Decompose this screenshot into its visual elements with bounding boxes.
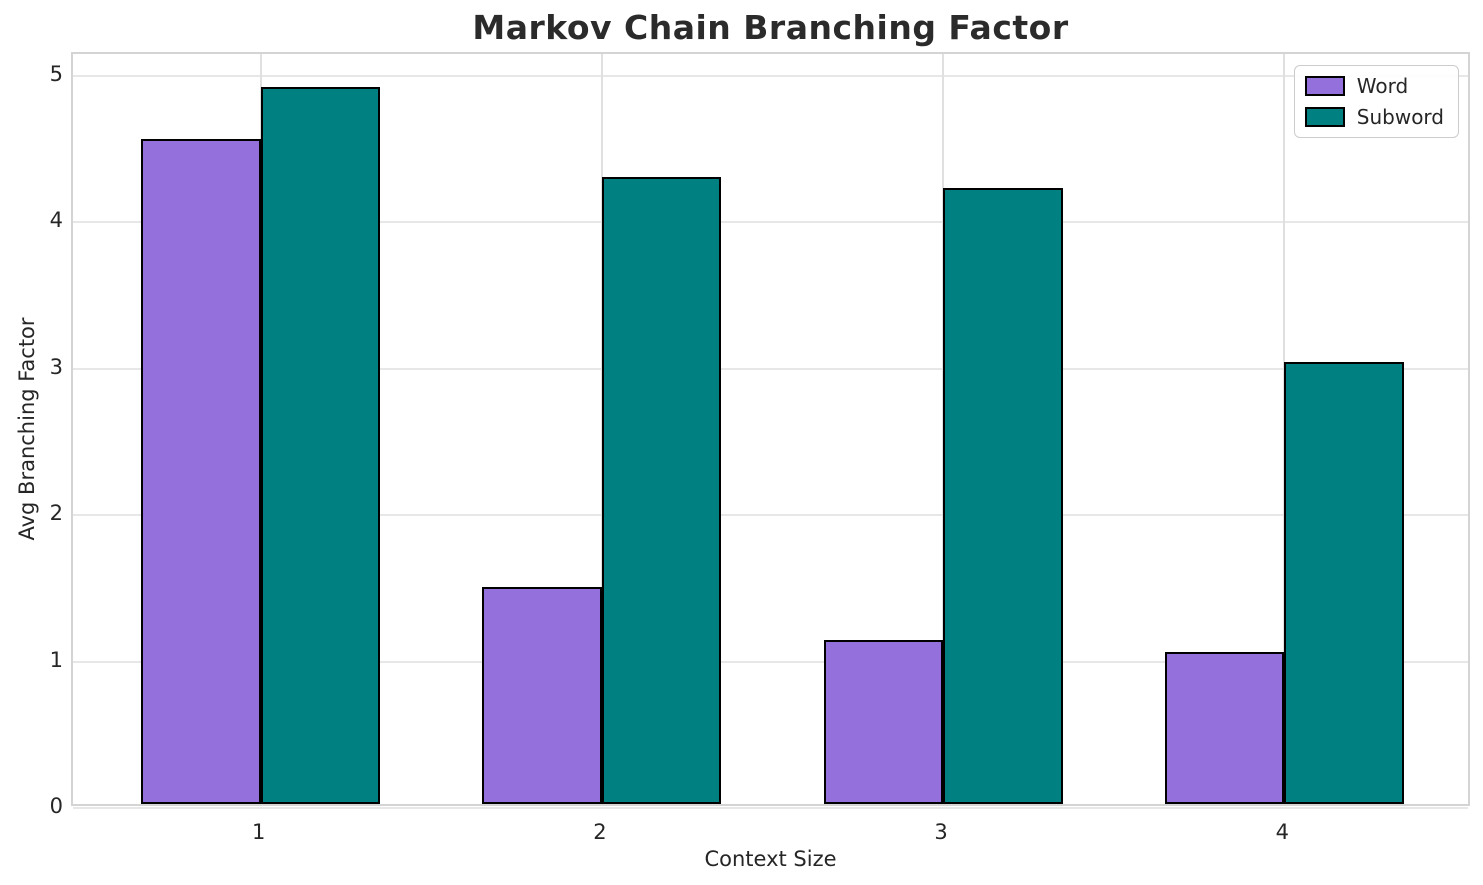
x-tick-label-3: 3 [934,820,948,844]
bar-subword-4 [1284,361,1404,804]
gridline-y-2 [73,514,1468,517]
bar-word-1 [141,139,261,804]
bar-subword-2 [601,177,722,804]
legend-swatch-subword [1304,107,1345,127]
y-tick-label-2: 2 [49,501,63,526]
bar-word-3 [823,640,944,804]
y-tick-label-3: 3 [49,354,63,379]
gridline-y-4 [73,221,1468,224]
bar-subword-3 [943,187,1063,804]
legend-label-subword: Subword [1356,105,1444,129]
gridline-y-3 [73,367,1468,370]
legend: Word Subword [1293,65,1459,138]
bar-word-4 [1164,651,1285,804]
y-tick-label-1: 1 [49,647,63,672]
gridline-y-1 [73,660,1468,663]
y-axis-label: Avg Branching Factor [15,317,39,541]
legend-item-subword: Subword [1304,105,1444,129]
x-tick-label-1: 1 [251,820,266,844]
legend-label-word: Word [1356,74,1409,98]
x-tick-label-2: 2 [593,820,607,844]
plot-area: Word Subword [71,52,1470,809]
bar-subword-1 [260,86,381,804]
y-tick-label-0: 0 [49,794,63,818]
y-tick-label-5: 5 [49,61,63,86]
x-tick-label-4: 4 [1275,820,1290,844]
gridline-y-0 [73,807,1468,809]
y-tick-label-4: 4 [49,208,63,233]
bar-word-2 [482,587,602,804]
legend-item-word: Word [1304,74,1444,98]
chart-title: Markov Chain Branching Factor [472,8,1069,47]
legend-swatch-word [1304,76,1345,96]
gridline-y-5 [73,74,1468,77]
x-axis-label: Context Size [704,847,837,871]
